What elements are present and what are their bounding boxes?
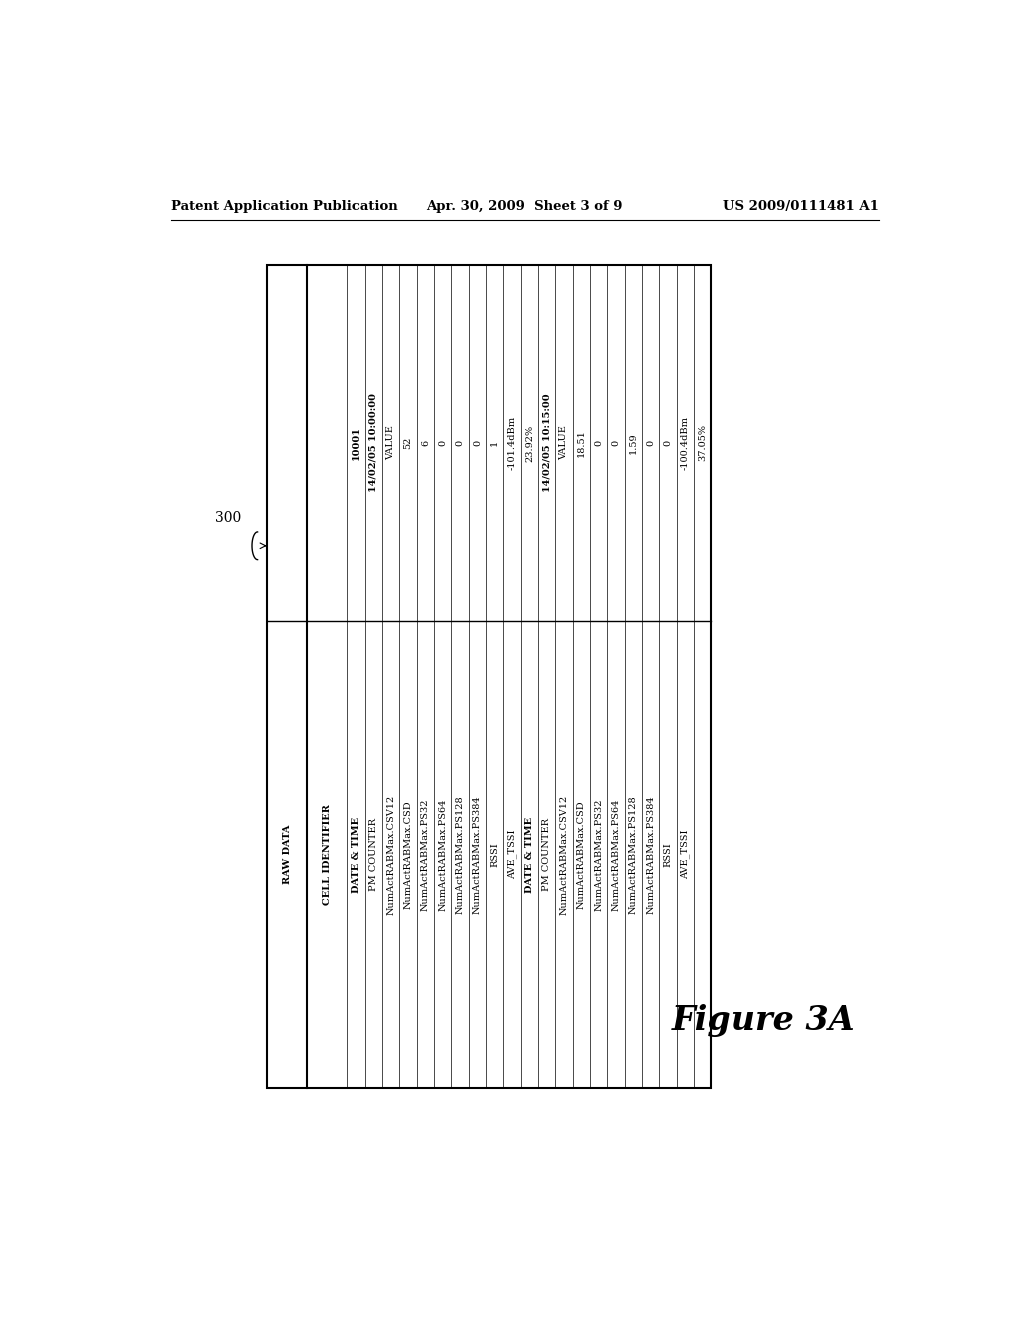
Text: 1.59: 1.59 — [629, 432, 638, 454]
Text: VALUE: VALUE — [559, 425, 568, 461]
Bar — [267, 265, 712, 1089]
Text: NumActRABMax.PS32: NumActRABMax.PS32 — [594, 799, 603, 911]
Text: NumActRABMax.PS128: NumActRABMax.PS128 — [629, 796, 638, 913]
Text: 0: 0 — [473, 440, 482, 446]
Text: -100.4dBm: -100.4dBm — [681, 416, 690, 470]
Text: NumActRABMax.PS128: NumActRABMax.PS128 — [456, 796, 465, 913]
Text: NumActRABMax.PS64: NumActRABMax.PS64 — [438, 799, 447, 911]
Text: AVE_TSSI: AVE_TSSI — [681, 830, 690, 879]
Text: 18.51: 18.51 — [577, 429, 586, 457]
Text: NumActRABMax.PS384: NumActRABMax.PS384 — [473, 796, 482, 913]
Text: 23.92%: 23.92% — [525, 425, 534, 462]
Text: RSSI: RSSI — [664, 842, 673, 867]
Text: NumActRABMax.PS64: NumActRABMax.PS64 — [611, 799, 621, 911]
Text: PM COUNTER: PM COUNTER — [369, 818, 378, 891]
Text: NumActRABMax.CSV12: NumActRABMax.CSV12 — [559, 795, 568, 915]
Text: 6: 6 — [421, 440, 430, 446]
Text: DATE & TIME: DATE & TIME — [351, 817, 360, 892]
Text: Figure 3A: Figure 3A — [672, 1005, 855, 1038]
Text: NumActRABMax.CSD: NumActRABMax.CSD — [577, 800, 586, 909]
Text: 0: 0 — [646, 440, 655, 446]
Text: Patent Application Publication: Patent Application Publication — [171, 199, 397, 213]
Text: 0: 0 — [456, 440, 465, 446]
Text: NumActRABMax.CSD: NumActRABMax.CSD — [403, 800, 413, 909]
Text: 300: 300 — [215, 511, 242, 525]
Text: 0: 0 — [594, 440, 603, 446]
Text: 0: 0 — [438, 440, 447, 446]
Text: RSSI: RSSI — [490, 842, 500, 867]
Text: 14/02/05 10:15:00: 14/02/05 10:15:00 — [543, 393, 551, 492]
Text: DATE & TIME: DATE & TIME — [525, 817, 534, 892]
Text: 52: 52 — [403, 437, 413, 449]
Text: Apr. 30, 2009  Sheet 3 of 9: Apr. 30, 2009 Sheet 3 of 9 — [427, 199, 623, 213]
Text: 37.05%: 37.05% — [698, 425, 708, 462]
Text: VALUE: VALUE — [386, 425, 395, 461]
Text: 1: 1 — [490, 440, 500, 446]
Text: US 2009/0111481 A1: US 2009/0111481 A1 — [723, 199, 879, 213]
Text: 0: 0 — [664, 440, 673, 446]
Text: CELL IDENTIFIER: CELL IDENTIFIER — [323, 804, 332, 906]
Text: 10001: 10001 — [351, 426, 360, 459]
Text: PM COUNTER: PM COUNTER — [543, 818, 551, 891]
Text: 0: 0 — [611, 440, 621, 446]
Text: NumActRABMax.CSV12: NumActRABMax.CSV12 — [386, 795, 395, 915]
Text: NumActRABMax.PS32: NumActRABMax.PS32 — [421, 799, 430, 911]
Text: 14/02/05 10:00:00: 14/02/05 10:00:00 — [369, 393, 378, 492]
Text: -101.4dBm: -101.4dBm — [508, 416, 516, 470]
Text: AVE_TSSI: AVE_TSSI — [507, 830, 517, 879]
Text: RAW DATA: RAW DATA — [283, 825, 292, 884]
Text: NumActRABMax.PS384: NumActRABMax.PS384 — [646, 796, 655, 913]
